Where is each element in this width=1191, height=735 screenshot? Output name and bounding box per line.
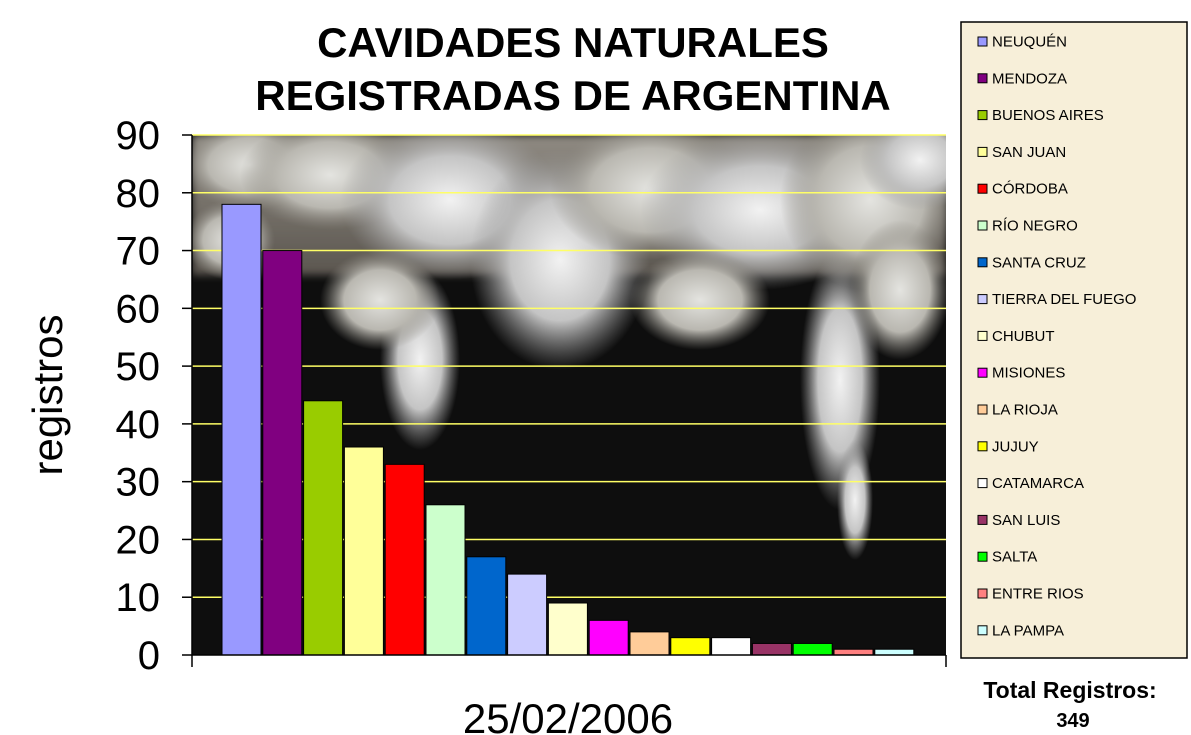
legend-swatch bbox=[977, 330, 988, 341]
legend-item: CATAMARCA bbox=[977, 475, 1084, 492]
legend-label: MENDOZA bbox=[992, 70, 1067, 87]
bar-chubut bbox=[547, 602, 588, 656]
legend-label: TIERRA DEL FUEGO bbox=[992, 291, 1136, 308]
legend-swatch bbox=[977, 257, 988, 268]
legend-item: MENDOZA bbox=[977, 70, 1067, 87]
legend-item: NEUQUÉN bbox=[977, 34, 1067, 51]
legend-label: LA RIOJA bbox=[992, 402, 1058, 419]
legend-swatch bbox=[977, 441, 988, 452]
legend-item: TIERRA DEL FUEGO bbox=[977, 291, 1136, 308]
legend-item: ENTRE RIOS bbox=[977, 586, 1084, 603]
y-tick-label: 10 bbox=[116, 576, 161, 620]
legend-label: CÓRDOBA bbox=[992, 181, 1068, 198]
legend-label: BUENOS AIRES bbox=[992, 107, 1104, 124]
axes bbox=[182, 134, 947, 667]
legend-label: RÍO NEGRO bbox=[992, 218, 1078, 235]
y-tick-label: 30 bbox=[116, 461, 161, 505]
y-tick-label: 50 bbox=[116, 345, 161, 389]
legend-item: CHUBUT bbox=[977, 328, 1055, 345]
legend-item: MISIONES bbox=[977, 365, 1065, 382]
legend-label: JUJUY bbox=[992, 438, 1039, 455]
y-tick-label: 80 bbox=[116, 172, 161, 216]
bar-córdoba bbox=[384, 463, 425, 656]
bar-mendoza bbox=[262, 250, 303, 656]
bar-san-juan bbox=[343, 446, 384, 656]
legend-item: LA RIOJA bbox=[977, 402, 1058, 419]
bar-la-pampa bbox=[874, 648, 915, 656]
y-tick-label: 0 bbox=[138, 634, 160, 678]
legend-box bbox=[960, 21, 1188, 659]
bar-la-rioja bbox=[629, 631, 670, 656]
bar-salta bbox=[792, 642, 833, 656]
legend-item: JUJUY bbox=[977, 438, 1039, 455]
legend-swatch bbox=[977, 146, 988, 157]
bar-jujuy bbox=[670, 637, 711, 656]
chart-title: CAVIDADES NATURALES REGISTRADAS DE ARGEN… bbox=[255, 19, 890, 119]
legend-item: CÓRDOBA bbox=[977, 181, 1068, 198]
y-axis-label: registros bbox=[24, 314, 71, 475]
bar-santa-cruz bbox=[466, 556, 507, 656]
legend: NEUQUÉN MENDOZA BUENOS AIRES SAN JUAN CÓRDOB… bbox=[960, 21, 1188, 659]
total-registros-value: 349 bbox=[1056, 710, 1089, 732]
legend-label: NEUQUÉN bbox=[992, 34, 1067, 51]
legend-item: SAN LUIS bbox=[977, 512, 1060, 529]
bar-buenos-aires bbox=[303, 400, 344, 656]
legend-swatch bbox=[977, 73, 988, 84]
legend-item: SALTA bbox=[977, 549, 1037, 566]
legend-item: BUENOS AIRES bbox=[977, 107, 1104, 124]
legend-item: RÍO NEGRO bbox=[977, 218, 1078, 235]
legend-swatch bbox=[977, 294, 988, 305]
bar-catamarca bbox=[711, 637, 752, 656]
legend-label: LA PAMPA bbox=[992, 622, 1064, 639]
legend-item: LA PAMPA bbox=[977, 622, 1064, 639]
legend-swatch bbox=[977, 367, 988, 378]
legend-label: MISIONES bbox=[992, 365, 1065, 382]
y-tick-labels: 0 10 20 30 40 50 60 70 80 90 bbox=[116, 114, 161, 678]
legend-swatch bbox=[977, 514, 988, 525]
legend-label: ENTRE RIOS bbox=[992, 586, 1084, 603]
y-tick-label: 90 bbox=[116, 114, 161, 158]
y-tick-label: 40 bbox=[116, 403, 161, 447]
legend-item: SANTA CRUZ bbox=[977, 254, 1086, 271]
x-axis-label: 25/02/2006 bbox=[463, 695, 673, 735]
legend-swatch bbox=[977, 625, 988, 636]
bar-neuquén bbox=[221, 203, 262, 656]
legend-label: CATAMARCA bbox=[992, 475, 1084, 492]
bars bbox=[221, 203, 915, 656]
legend-swatch bbox=[977, 588, 988, 599]
legend-label: SALTA bbox=[992, 549, 1037, 566]
bar-san-luis bbox=[751, 642, 792, 656]
y-tick-label: 70 bbox=[116, 230, 161, 274]
legend-label: CHUBUT bbox=[992, 328, 1055, 345]
legend-swatch bbox=[977, 404, 988, 415]
bar-misiones bbox=[588, 619, 629, 656]
legend-item: SAN JUAN bbox=[977, 144, 1066, 161]
bar-tierra-del-fuego bbox=[507, 573, 548, 656]
chart-title-line-2: REGISTRADAS DE ARGENTINA bbox=[255, 72, 890, 119]
legend-swatch bbox=[977, 220, 988, 231]
legend-swatch bbox=[977, 36, 988, 47]
y-tick-label: 60 bbox=[116, 287, 161, 331]
bar-río-negro bbox=[425, 504, 466, 656]
legend-swatch bbox=[977, 551, 988, 562]
legend-swatch bbox=[977, 478, 988, 489]
total-registros-label: Total Registros: bbox=[983, 677, 1156, 703]
legend-label: SANTA CRUZ bbox=[992, 254, 1086, 271]
legend-label: SAN JUAN bbox=[992, 144, 1066, 161]
legend-label: SAN LUIS bbox=[992, 512, 1060, 529]
bar-entre-rios bbox=[833, 648, 874, 656]
legend-swatch bbox=[977, 110, 988, 121]
legend-swatch bbox=[977, 183, 988, 194]
chart-title-line-1: CAVIDADES NATURALES bbox=[317, 19, 829, 66]
y-tick-label: 20 bbox=[116, 518, 161, 562]
